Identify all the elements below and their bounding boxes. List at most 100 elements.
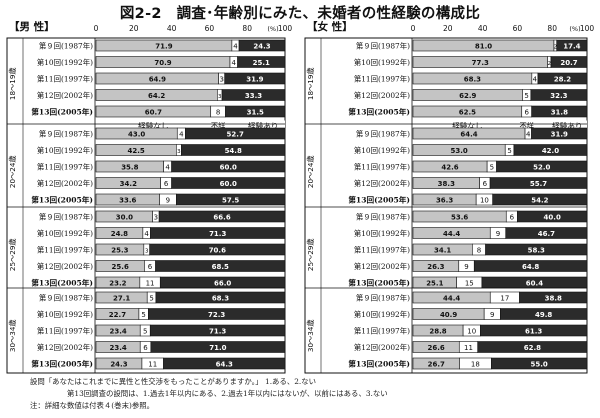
value-label-unknown: 18 <box>471 360 480 368</box>
value-label-unknown: 15 <box>465 279 474 287</box>
bar-segment-yes <box>150 227 286 239</box>
value-label-none: 33.6 <box>119 196 136 204</box>
value-label-none: 34.1 <box>434 246 451 254</box>
value-label-none: 40.9 <box>440 311 457 319</box>
value-label-yes: 54.8 <box>225 147 242 155</box>
survey-label: 第13回(2005年) <box>348 277 410 287</box>
survey-label: 第９回(1987年) <box>356 212 410 221</box>
value-label-none: 25.6 <box>112 263 129 271</box>
value-label-none: 23.2 <box>109 279 126 287</box>
value-label-yes: 70.6 <box>209 246 226 254</box>
value-label-unknown: 3 <box>177 149 181 155</box>
survey-label: 第11回(1997年) <box>37 74 93 83</box>
value-label-none: 68.3 <box>464 75 481 83</box>
survey-label: 第13回(2005年) <box>348 358 410 368</box>
value-label-unknown: 10 <box>467 327 476 335</box>
value-label-unknown: 6 <box>143 344 148 352</box>
value-label-unknown: 9 <box>166 196 170 204</box>
value-label-yes: 71.0 <box>209 344 226 352</box>
value-label-none: 42.6 <box>441 163 458 171</box>
value-label-unknown: 4 <box>165 163 170 171</box>
value-label-yes: 32.3 <box>550 92 567 100</box>
value-label-yes: 31.5 <box>247 108 264 116</box>
value-label-unknown: 6 <box>483 180 488 188</box>
value-label-unknown: 6 <box>510 213 515 221</box>
bar-segment-yes <box>149 243 286 256</box>
value-label-none: 44.4 <box>443 230 460 238</box>
x-tick-label: 80 <box>242 24 252 33</box>
survey-label: 第13回(2005年) <box>348 106 410 116</box>
value-label-none: 30.0 <box>116 213 133 221</box>
bar-segment-yes <box>171 160 286 173</box>
value-label-none: 26.6 <box>428 344 445 352</box>
bar-segment-yes <box>150 341 286 353</box>
value-label-none: 25.3 <box>111 246 128 254</box>
value-label-none: 62.5 <box>459 108 476 116</box>
value-label-none: 26.7 <box>428 360 445 368</box>
value-label-unknown: 8 <box>216 108 220 116</box>
value-label-none: 71.9 <box>155 42 172 50</box>
value-label-yes: 64.3 <box>216 360 233 368</box>
value-label-unknown: 4 <box>144 230 149 238</box>
value-label-unknown: 6 <box>164 180 169 188</box>
value-label-yes: 60.0 <box>220 163 237 171</box>
survey-label: 第11回(1997年) <box>354 326 410 335</box>
bar-segment-yes <box>238 39 286 52</box>
survey-label: 第10回(1992年) <box>37 58 93 67</box>
value-label-yes: 42.0 <box>542 147 559 155</box>
value-label-none: 24.8 <box>111 230 128 238</box>
value-label-unknown: 4 <box>233 42 238 50</box>
value-label-yes: 49.8 <box>535 311 552 319</box>
survey-label: 第10回(1992年) <box>354 229 410 238</box>
value-label-unknown: 6 <box>148 263 153 271</box>
bar-segment-yes <box>530 89 588 101</box>
value-label-yes: 58.3 <box>528 246 545 254</box>
value-label-yes: 20.7 <box>560 59 577 67</box>
value-label-none: 27.1 <box>113 294 130 302</box>
bar-segment-yes <box>477 341 588 353</box>
note-survey13: 第13回調査の設問は、1.過去1年以内にある、2.過去1年以内にはないが、以前に… <box>67 389 388 398</box>
age-group-label: 30～34歳 <box>306 319 315 352</box>
value-label-none: 23.4 <box>109 327 126 335</box>
value-label-unknown: 5 <box>149 294 153 302</box>
panel-frame <box>304 37 588 374</box>
survey-label: 第12回(2002年) <box>354 91 410 100</box>
value-label-yes: 40.0 <box>544 213 561 221</box>
bar-segment-yes <box>519 291 588 304</box>
value-label-unknown: 8 <box>477 246 481 254</box>
value-label-unknown: 3 <box>145 248 149 254</box>
value-label-none: 44.4 <box>443 294 460 302</box>
bar-segment-yes <box>176 193 286 206</box>
value-label-none: 81.0 <box>475 42 492 50</box>
age-group-label: 25～29歳 <box>306 238 315 271</box>
panel-frame <box>6 37 286 374</box>
bar-segment-yes <box>155 291 286 304</box>
value-label-yes: 55.7 <box>530 180 547 188</box>
value-label-unknown: 11 <box>148 360 157 368</box>
age-group-label: 25～29歳 <box>8 238 17 271</box>
survey-label: 第11回(1997年) <box>354 162 410 171</box>
survey-label: 第12回(2002年) <box>354 262 410 271</box>
survey-label: 第10回(1992年) <box>37 310 93 319</box>
value-label-unknown: 2 <box>554 44 558 50</box>
value-label-unknown: 9 <box>464 263 468 271</box>
legend-band <box>96 120 285 132</box>
survey-label: 第12回(2002年) <box>37 91 93 100</box>
age-group-label: 20～24歳 <box>306 155 315 188</box>
x-unit-label: (%) <box>569 25 580 33</box>
age-group-label: 18～19歳 <box>306 67 315 100</box>
bar-segment-yes <box>496 160 588 173</box>
survey-label: 第10回(1992年) <box>354 310 410 319</box>
x-tick-label: 0 <box>411 24 416 33</box>
value-label-unknown: 3 <box>154 213 158 221</box>
value-label-unknown: 5 <box>141 311 145 319</box>
value-label-yes: 55.0 <box>531 360 548 368</box>
legend-yes: 経験あり <box>552 121 582 131</box>
x-tick-label: 60 <box>513 24 523 33</box>
bar-segment-yes <box>480 324 588 337</box>
value-label-none: 25.1 <box>426 279 443 287</box>
value-label-none: 24.3 <box>110 360 127 368</box>
value-label-unknown: 5 <box>524 92 528 100</box>
